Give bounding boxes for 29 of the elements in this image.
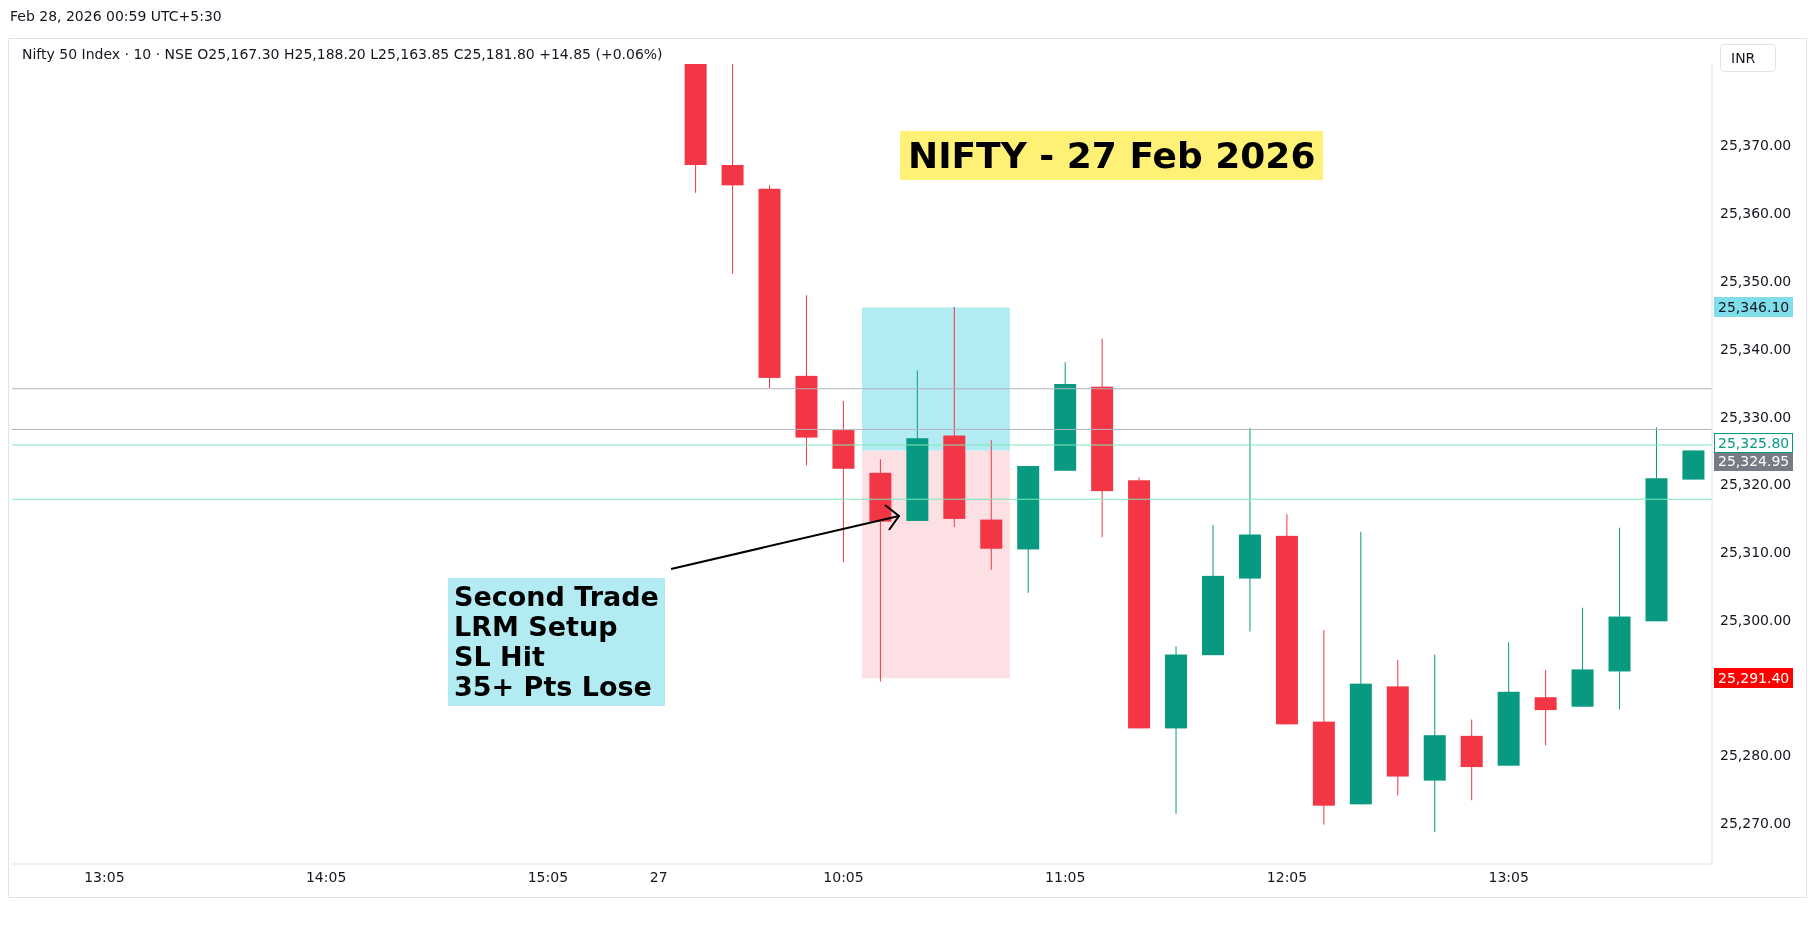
x-tick-label: 10:05 xyxy=(823,868,864,885)
x-tick-label: 15:05 xyxy=(527,868,569,885)
text: Feb 28, 2026 00:59 UTC+5:30 xyxy=(10,8,222,24)
y-tick-label: 25,320.00 xyxy=(1720,476,1792,493)
text: NIFTY - 27 Feb 2026 xyxy=(900,131,1324,180)
text: Nifty 50 Index · 10 · NSE O25,167.30 H25,188.20 L25,163.85 C25,181.80 +14.85 (+0.06%) xyxy=(22,46,663,62)
y-tick-label: 25,350.00 xyxy=(1720,272,1792,289)
y-tick-label: 25,360.00 xyxy=(1720,205,1792,222)
x-tick-label: 13:05 xyxy=(1488,868,1529,885)
x-tick-label: 11:05 xyxy=(1045,868,1086,885)
candlestick xyxy=(721,64,744,274)
annotation: Second Trade LRM Setup SL Hit 35+ Pts Lose xyxy=(448,578,665,706)
y-tick-label: 25,300.00 xyxy=(1720,611,1792,628)
text: 25,346.10 xyxy=(1714,297,1794,318)
y-tick-label: 25,280.00 xyxy=(1720,747,1792,764)
y-tick-label: 25,330.00 xyxy=(1720,408,1792,425)
y-tick-label: 25,270.00 xyxy=(1720,815,1792,832)
text: 25,324.95 xyxy=(1714,450,1794,471)
x-tick-label: 14:05 xyxy=(305,868,347,885)
y-tick-label: 25,310.00 xyxy=(1720,544,1792,561)
y-tick-label: 25,340.00 xyxy=(1720,340,1792,357)
x-tick-label: 12:05 xyxy=(1266,868,1308,885)
text: 25,291.40 xyxy=(1714,668,1794,689)
candlestick xyxy=(1534,669,1557,746)
ref-line-label: 25,325.80 xyxy=(1714,433,1794,454)
text: INR xyxy=(1720,44,1777,72)
x-tick-label: 27 xyxy=(649,868,668,885)
y-tick-label: 25,370.00 xyxy=(1720,137,1792,154)
x-tick-label: 13:05 xyxy=(84,868,125,885)
